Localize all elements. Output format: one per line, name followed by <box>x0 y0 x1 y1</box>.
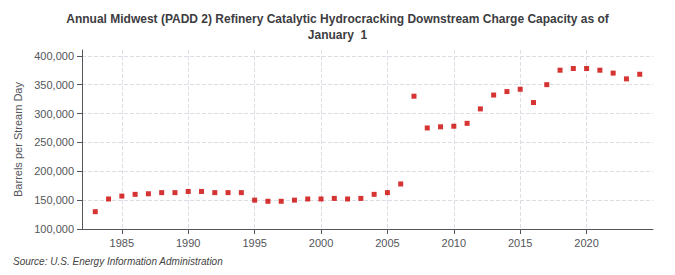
svg-text:1995: 1995 <box>242 237 266 249</box>
svg-text:300,000: 300,000 <box>34 108 74 120</box>
svg-text:2000: 2000 <box>309 237 333 249</box>
svg-text:200,000: 200,000 <box>34 165 74 177</box>
svg-text:January 1: January 1 <box>308 28 368 42</box>
svg-text:2005: 2005 <box>375 237 399 249</box>
svg-text:100,000: 100,000 <box>34 223 74 235</box>
svg-text:2010: 2010 <box>442 237 466 249</box>
svg-text:Barrels per Stream Day: Barrels per Stream Day <box>12 82 24 197</box>
svg-text:Annual Midwest (PADD 2) Refine: Annual Midwest (PADD 2) Refinery Catalyt… <box>66 12 610 26</box>
svg-text:Source: U.S. Energy Informatio: Source: U.S. Energy Information Administ… <box>13 256 223 267</box>
svg-text:1985: 1985 <box>110 237 134 249</box>
svg-text:400,000: 400,000 <box>34 50 74 62</box>
svg-text:2015: 2015 <box>508 237 532 249</box>
svg-text:2020: 2020 <box>574 237 598 249</box>
svg-text:250,000: 250,000 <box>34 136 74 148</box>
svg-text:350,000: 350,000 <box>34 79 74 91</box>
svg-text:1990: 1990 <box>176 237 200 249</box>
svg-text:150,000: 150,000 <box>34 194 74 206</box>
